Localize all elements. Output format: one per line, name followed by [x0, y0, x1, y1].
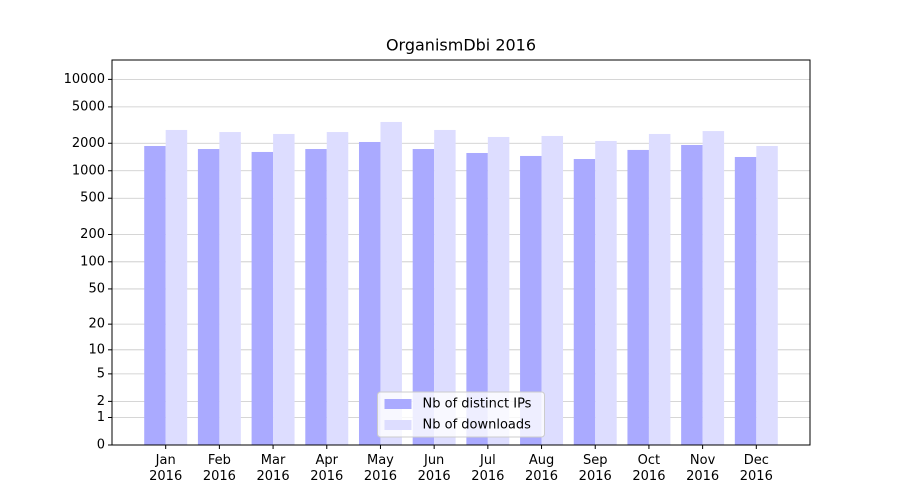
x-tick-label: Jun 2016 — [417, 453, 451, 484]
x-tick-label: Aug 2016 — [524, 453, 559, 484]
bar — [627, 149, 649, 446]
legend-swatch — [384, 420, 412, 430]
legend: Nb of distinct IPs Nb of downloads — [377, 391, 545, 438]
x-tick-label: Apr 2016 — [310, 453, 344, 484]
bar — [165, 129, 188, 446]
bar — [520, 155, 542, 446]
x-tick-label: Feb 2016 — [202, 453, 236, 484]
legend-swatch — [384, 399, 412, 409]
bar — [273, 133, 295, 445]
y-tick-label: 100 — [80, 254, 105, 269]
y-tick-label: 20 — [88, 317, 105, 332]
bar — [573, 159, 596, 445]
bar — [326, 132, 349, 445]
legend-label: Nb of downloads — [423, 418, 532, 433]
bar — [197, 149, 220, 446]
bar — [466, 152, 488, 445]
x-tick-label: Sep 2016 — [578, 453, 612, 484]
x-tick-label: Oct 2016 — [632, 453, 666, 484]
bar — [702, 131, 725, 445]
bar — [756, 145, 778, 445]
bar — [358, 141, 381, 445]
legend-label: Nb of distinct IPs — [423, 397, 532, 412]
bar — [305, 149, 327, 446]
bar — [251, 151, 274, 445]
y-tick-label: 1000 — [72, 163, 105, 178]
bar — [434, 129, 456, 446]
y-tick-label: 10000 — [64, 72, 105, 87]
y-tick-label: 500 — [80, 191, 105, 206]
y-tick-label: 0 — [97, 438, 105, 453]
bar — [734, 156, 757, 445]
plot-frame — [111, 59, 811, 446]
y-tick-label: 200 — [80, 227, 105, 242]
y-tick-label: 2 — [97, 394, 105, 409]
bar — [487, 136, 510, 446]
y-tick-label: 10 — [88, 342, 105, 357]
y-tick-label: 5 — [97, 366, 105, 381]
x-tick-label: Nov 2016 — [686, 453, 720, 484]
bar — [681, 144, 703, 445]
bar — [648, 133, 671, 445]
bar — [541, 135, 564, 446]
y-tick-label: 1 — [97, 410, 105, 425]
bar — [380, 121, 402, 445]
y-tick-label: 2000 — [72, 136, 105, 151]
y-tick-label: 5000 — [72, 99, 105, 114]
chart-title: OrganismDbi 2016 — [386, 36, 536, 55]
x-tick-label: Dec 2016 — [739, 453, 773, 484]
bar — [144, 145, 166, 445]
x-tick-label: Jan 2016 — [149, 453, 183, 484]
x-tick-label: May 2016 — [363, 453, 397, 484]
bar — [595, 140, 617, 445]
legend-box — [377, 391, 545, 438]
bar — [219, 132, 241, 445]
y-tick-label: 50 — [88, 281, 105, 296]
x-tick-label: Jul 2016 — [471, 453, 505, 484]
x-tick-label: Mar 2016 — [256, 453, 290, 484]
bar — [412, 149, 435, 446]
